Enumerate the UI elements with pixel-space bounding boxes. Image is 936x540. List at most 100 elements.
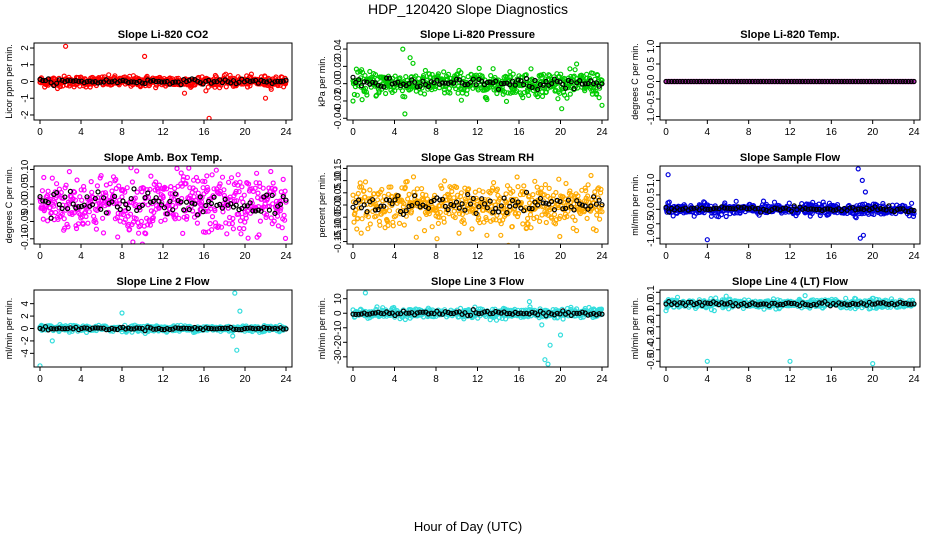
- reference-point: [691, 205, 697, 211]
- reference-point: [111, 193, 118, 199]
- reference-point: [585, 80, 591, 87]
- reference-point: [498, 203, 504, 209]
- x-tick-label: 24: [280, 251, 292, 262]
- x-tick-label: 12: [784, 127, 796, 138]
- reference-point: [117, 325, 123, 331]
- reference-point: [76, 78, 82, 84]
- reference-point: [738, 205, 744, 211]
- x-tick-label: 8: [119, 127, 125, 138]
- x-tick-label: 24: [596, 127, 608, 138]
- data-point: [156, 205, 162, 211]
- data-point: [525, 88, 531, 94]
- reference-point: [495, 86, 502, 92]
- reference-point: [353, 200, 359, 206]
- panel-title: Slope Amb. Box Temp.: [104, 152, 223, 164]
- data-point: [66, 169, 73, 175]
- x-tick-label: 20: [239, 127, 251, 138]
- data-point: [426, 211, 432, 217]
- data-point: [189, 189, 195, 196]
- data-point: [534, 214, 540, 220]
- x-tick-label: 8: [433, 251, 439, 262]
- outlier-point: [857, 235, 863, 241]
- reference-point: [134, 79, 140, 86]
- data-point: [402, 94, 408, 100]
- data-point: [722, 200, 728, 206]
- reference-point: [749, 78, 756, 85]
- y-tick-label: 0.05: [20, 177, 31, 197]
- data-point: [447, 90, 453, 96]
- data-point: [203, 208, 209, 214]
- x-tick-label: 16: [198, 251, 210, 262]
- data-point: [363, 89, 369, 95]
- reference-point: [356, 197, 362, 203]
- data-point: [127, 226, 133, 232]
- y-tick-label: 0.10: [20, 159, 31, 179]
- x-tick-label: 12: [157, 127, 169, 138]
- reference-point: [719, 78, 725, 85]
- reference-point: [412, 79, 418, 85]
- data-point: [359, 96, 365, 103]
- reference-point: [92, 325, 98, 331]
- data-point: [97, 203, 103, 210]
- data-point: [429, 71, 435, 78]
- reference-point: [269, 326, 275, 332]
- reference-point: [540, 200, 546, 206]
- data-point: [490, 185, 496, 191]
- data-point: [122, 189, 128, 195]
- x-tick-label: 0: [350, 127, 356, 138]
- reference-point: [830, 207, 836, 213]
- reference-point: [264, 192, 270, 198]
- data-point: [203, 88, 209, 94]
- reference-point: [106, 79, 112, 85]
- reference-point: [902, 78, 909, 85]
- data-point: [219, 174, 226, 180]
- reference-point: [886, 78, 892, 85]
- data-points: [37, 290, 289, 367]
- reference-point: [381, 84, 387, 90]
- reference-point: [384, 75, 390, 81]
- reference-point: [264, 325, 270, 331]
- reference-point: [844, 78, 850, 85]
- reference-point: [283, 326, 289, 332]
- reference-point: [206, 77, 212, 84]
- reference-point: [811, 206, 817, 212]
- reference-point: [794, 78, 800, 85]
- data-point: [86, 209, 92, 215]
- data-point: [383, 90, 389, 97]
- reference-point: [409, 203, 415, 209]
- data-point: [853, 215, 859, 221]
- data-point: [542, 182, 549, 188]
- reference-point: [872, 78, 878, 85]
- reference-point: [596, 197, 602, 203]
- data-point: [88, 179, 94, 185]
- reference-point: [501, 80, 507, 87]
- reference-point: [852, 207, 859, 213]
- reference-point: [239, 76, 245, 82]
- data-point: [227, 72, 233, 79]
- reference-point: [45, 76, 51, 82]
- reference-point: [794, 207, 800, 213]
- reference-point: [783, 78, 789, 85]
- reference-point: [89, 79, 96, 85]
- x-tick-label: 0: [663, 251, 669, 262]
- data-point: [404, 178, 410, 185]
- reference-point: [576, 77, 583, 84]
- reference-point: [495, 209, 502, 215]
- reference-point: [819, 78, 825, 85]
- reference-point: [109, 79, 115, 85]
- reference-point: [253, 208, 259, 214]
- reference-point: [120, 198, 126, 204]
- data-point: [213, 167, 219, 173]
- reference-point: [886, 203, 892, 209]
- reference-point: [114, 204, 121, 210]
- reference-point: [236, 79, 242, 85]
- reference-point: [755, 205, 761, 211]
- data-point: [570, 225, 576, 231]
- reference-point: [244, 77, 250, 84]
- data-point: [78, 187, 84, 193]
- reference-point: [467, 79, 474, 85]
- data-point: [359, 67, 365, 73]
- x-tick-label: 8: [746, 127, 752, 138]
- outlier-point: [119, 310, 125, 316]
- reference-point: [847, 205, 853, 211]
